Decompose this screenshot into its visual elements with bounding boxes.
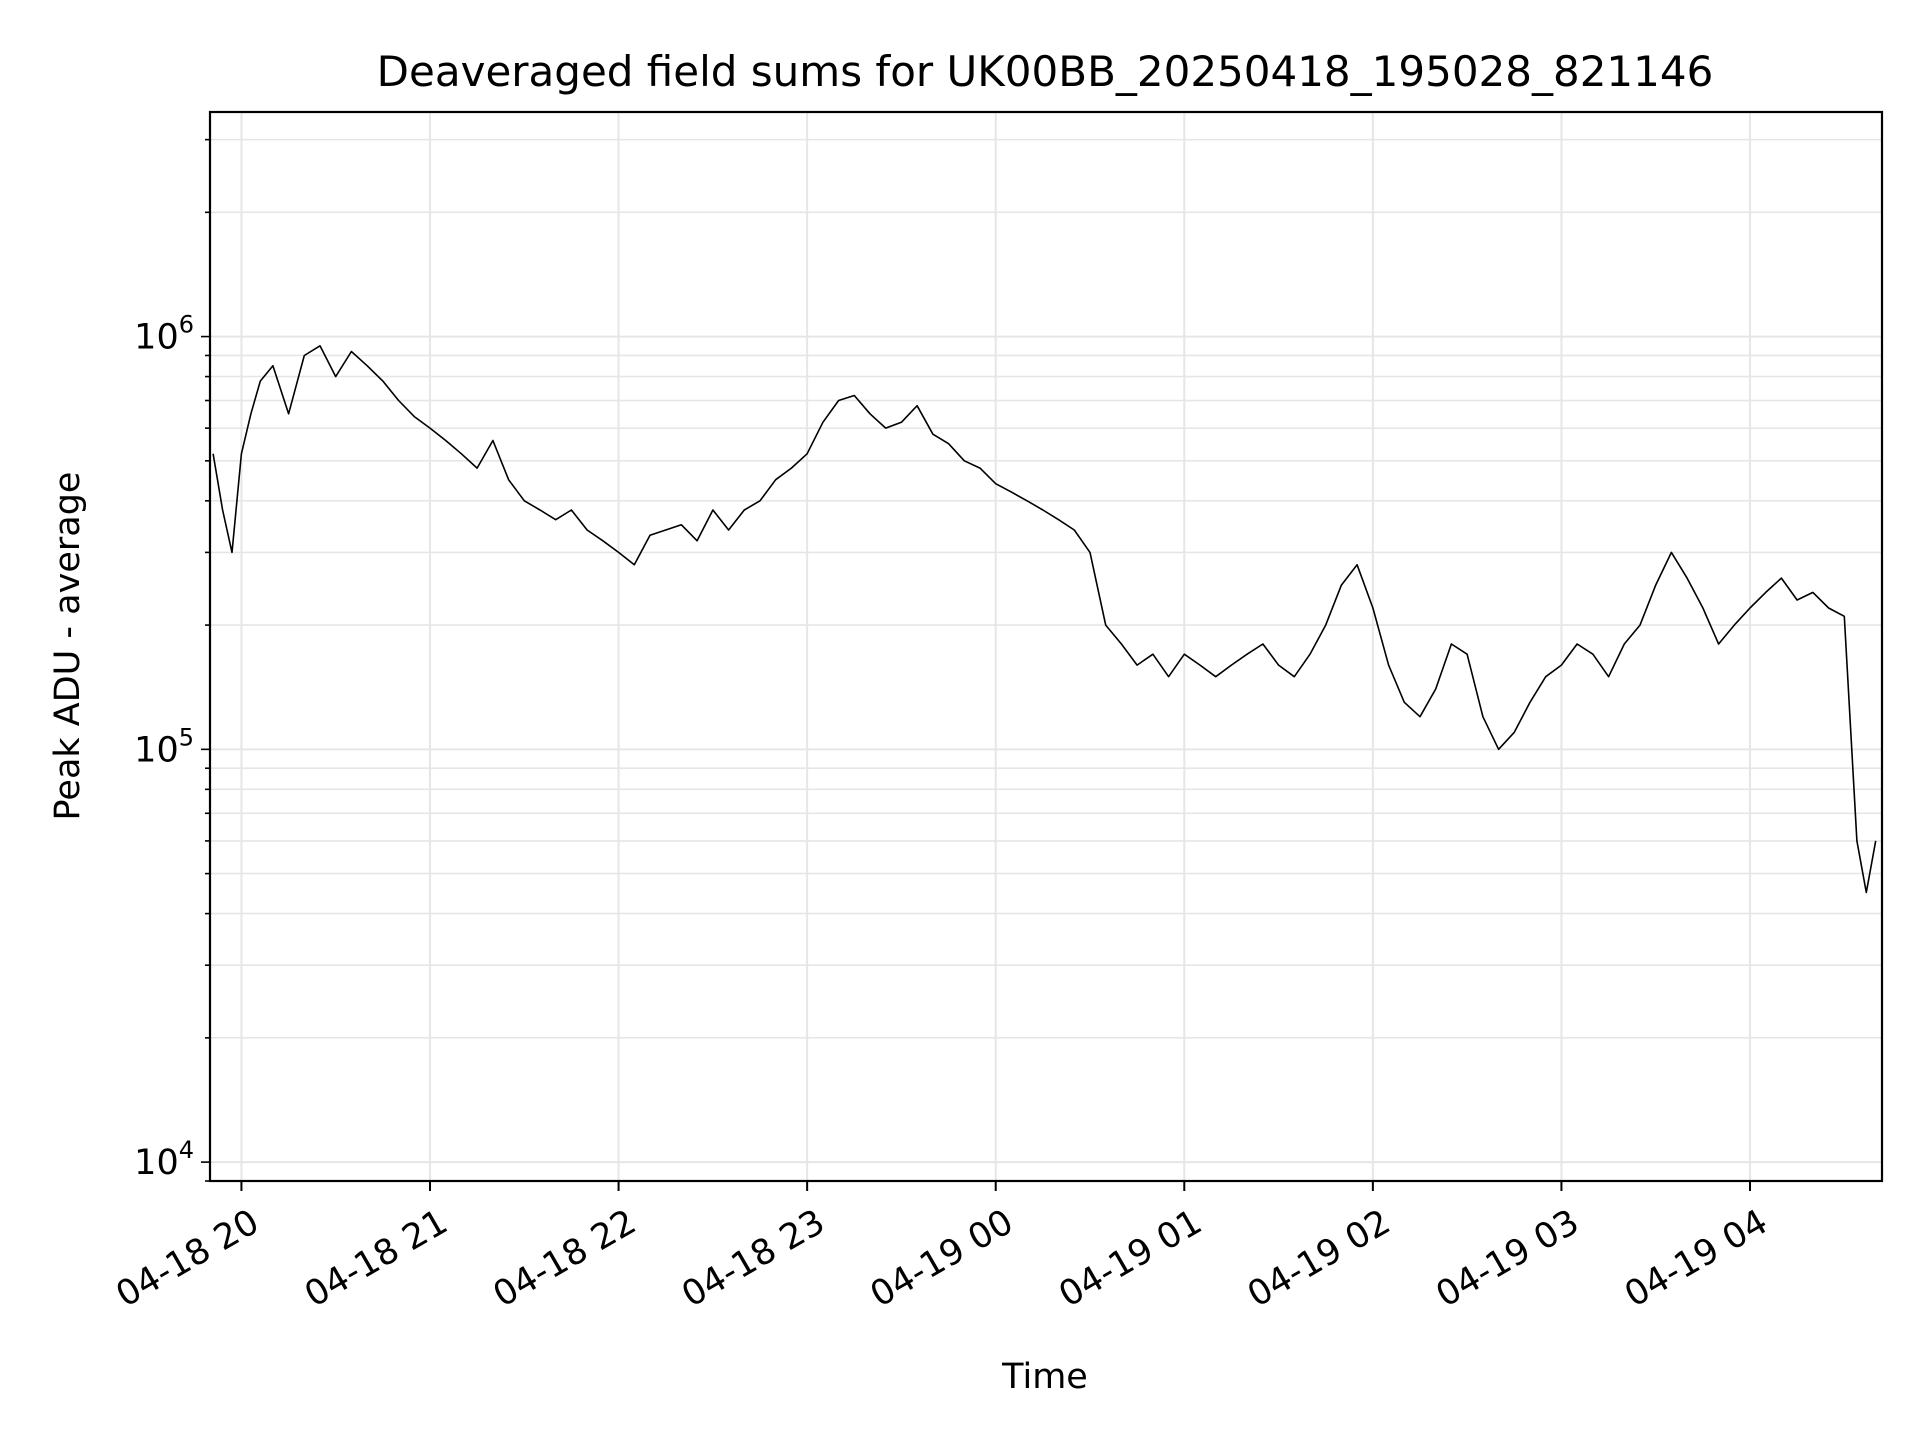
data-series (212, 345, 1877, 894)
y-tick-label: 105 (134, 723, 194, 770)
y-axis: 104 105 106 (134, 138, 210, 1183)
x-tick-label: 04-18 22 (487, 1202, 643, 1315)
chart-title: Deaveraged field sums for UK00BB_2025041… (377, 47, 1714, 96)
y-tick-label: 104 (134, 1136, 194, 1183)
y-tick-label: 106 (134, 311, 194, 358)
x-tick-label: 04-19 00 (864, 1202, 1020, 1315)
x-tick-label: 04-19 02 (1241, 1202, 1397, 1315)
x-tick-label: 04-19 01 (1052, 1202, 1208, 1315)
x-tick-label: 04-18 23 (675, 1202, 831, 1315)
series-line (212, 345, 1877, 894)
y-axis-label: Peak ADU - average (48, 472, 88, 821)
plot-frame (208, 110, 1884, 1183)
x-tick-label: 04-18 20 (110, 1202, 266, 1315)
x-axis-label: Time (1001, 1357, 1088, 1397)
x-tick-label: 04-19 04 (1618, 1202, 1774, 1315)
x-tick-label: 04-18 21 (298, 1202, 454, 1315)
grid-lines (210, 112, 1882, 1182)
x-tick-label: 04-19 03 (1430, 1202, 1586, 1315)
x-axis: 04-18 20 04-18 21 04-18 22 04-18 23 04-19 00… (110, 1181, 1775, 1315)
